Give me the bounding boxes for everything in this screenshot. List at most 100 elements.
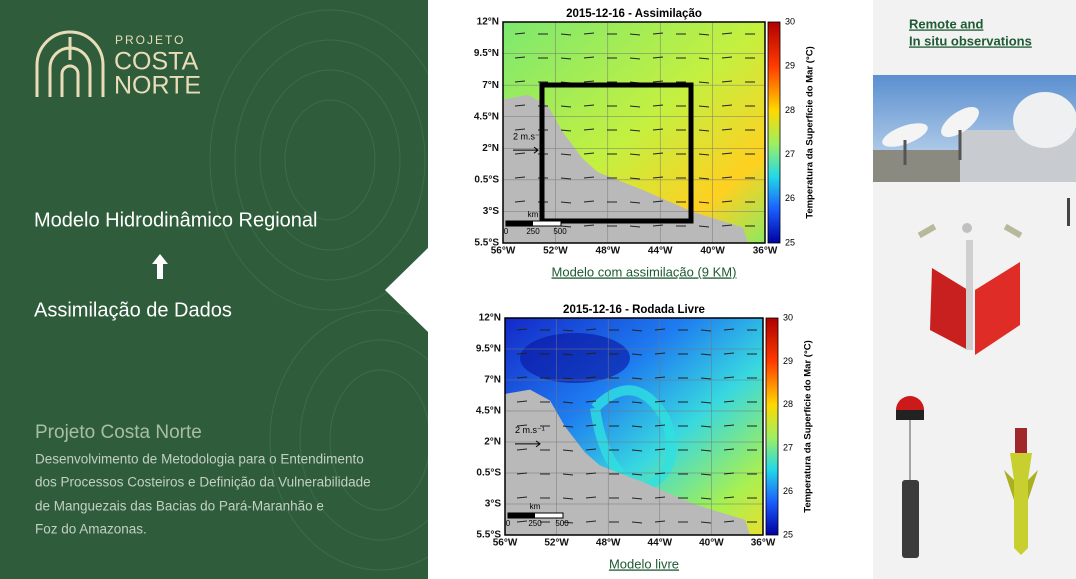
current-vector	[700, 425, 712, 428]
current-vector	[514, 32, 526, 35]
current-vector	[721, 224, 733, 227]
current-vector	[700, 521, 712, 524]
current-vector	[560, 153, 572, 156]
colorbar-tick: 26	[783, 486, 793, 496]
map-frame	[504, 317, 764, 536]
map-caption[interactable]: Modelo com assimilação (9 KM)	[552, 264, 737, 279]
current-vector	[560, 177, 572, 180]
current-vector	[562, 521, 574, 524]
project-title: Projeto Costa Norte	[35, 422, 202, 443]
colorbar-tick: 26	[785, 193, 795, 203]
current-vector	[631, 377, 643, 380]
x-tick-label: 44°W	[648, 246, 673, 257]
current-vector	[654, 496, 666, 499]
map-frame	[502, 21, 766, 244]
current-vector	[700, 449, 712, 452]
current-vector	[700, 377, 712, 380]
current-vector	[652, 128, 664, 131]
x-tick-label: 40°W	[700, 246, 725, 257]
current-vector	[723, 496, 735, 499]
x-tick-label: 36°W	[751, 538, 776, 549]
colorbar-tick: 27	[785, 149, 795, 159]
map-eddy	[590, 385, 677, 494]
current-vector	[721, 32, 733, 35]
current-vector	[723, 520, 735, 523]
current-vector	[560, 225, 572, 228]
current-vector	[583, 224, 595, 227]
current-vector	[516, 376, 528, 379]
current-vector	[654, 328, 666, 331]
current-vector	[631, 401, 643, 404]
current-vector	[721, 104, 733, 107]
current-vector	[514, 152, 526, 155]
current-vector	[652, 224, 664, 227]
current-vector	[698, 225, 710, 228]
y-tick-label: 9.5°N	[476, 344, 501, 355]
link[interactable]: Remote and	[909, 16, 983, 31]
current-vector	[629, 33, 641, 36]
current-vector	[562, 377, 574, 380]
y-tick-label: 12°N	[479, 313, 501, 324]
y-tick-label: 3°S	[483, 206, 500, 217]
current-vector	[585, 424, 597, 427]
current-vector	[652, 176, 664, 179]
current-vector	[652, 80, 664, 83]
y-tick-label: 9.5°N	[474, 48, 499, 59]
current-vector	[516, 472, 528, 475]
current-vector	[629, 153, 641, 156]
current-vector	[723, 328, 735, 331]
current-vector	[585, 448, 597, 451]
current-vector	[652, 152, 664, 155]
logo-text: PROJETO	[115, 33, 185, 47]
current-vector	[516, 400, 528, 403]
x-tick-label: 56°W	[493, 538, 518, 549]
map-land	[503, 94, 748, 244]
current-vector	[516, 520, 528, 523]
colorbar-tick: 28	[785, 105, 795, 115]
current-vector	[514, 80, 526, 83]
scale-tick: 250	[528, 519, 542, 528]
project-description: dos Processos Costeiros e Definição da V…	[35, 475, 371, 490]
current-vector	[700, 497, 712, 500]
current-vector	[652, 32, 664, 35]
current-vector	[560, 57, 572, 60]
current-vector	[583, 104, 595, 107]
current-vector	[560, 105, 572, 108]
current-vector	[583, 80, 595, 83]
current-vector	[585, 328, 597, 331]
current-vector	[629, 105, 641, 108]
current-vector	[516, 448, 528, 451]
x-tick-label: 36°W	[753, 246, 778, 257]
scale-bar	[508, 513, 535, 518]
colorbar-tick: 25	[785, 237, 795, 247]
current-vector	[560, 201, 572, 204]
current-vector	[516, 352, 528, 355]
notch	[385, 248, 428, 332]
y-tick-label: 2°N	[482, 143, 499, 154]
current-vector	[585, 400, 597, 403]
scale-tick: 0	[506, 519, 511, 528]
project-description: Desenvolvimento de Metodologia para o En…	[35, 452, 364, 467]
current-vector	[631, 353, 643, 356]
current-vector	[514, 200, 526, 203]
scrollbar	[1067, 198, 1070, 226]
current-vector	[585, 520, 597, 523]
map-caption[interactable]: Modelo livre	[609, 556, 679, 571]
logo-text: COSTA	[114, 48, 199, 76]
y-tick-label: 5.5°S	[474, 238, 499, 249]
current-vector	[629, 177, 641, 180]
current-vector	[698, 177, 710, 180]
current-vector	[723, 472, 735, 475]
current-vector	[652, 104, 664, 107]
current-vector	[723, 400, 735, 403]
current-vector	[631, 449, 643, 452]
current-vector	[583, 56, 595, 59]
current-vector	[514, 56, 526, 59]
flow-step: Modelo Hidrodinâmico Regional	[34, 209, 318, 231]
current-vector	[654, 520, 666, 523]
current-vector	[583, 152, 595, 155]
scale-tick: 250	[526, 227, 540, 236]
current-vector	[562, 353, 574, 356]
link[interactable]: In situ observations	[909, 33, 1032, 48]
drifter-illustration	[896, 396, 1038, 558]
